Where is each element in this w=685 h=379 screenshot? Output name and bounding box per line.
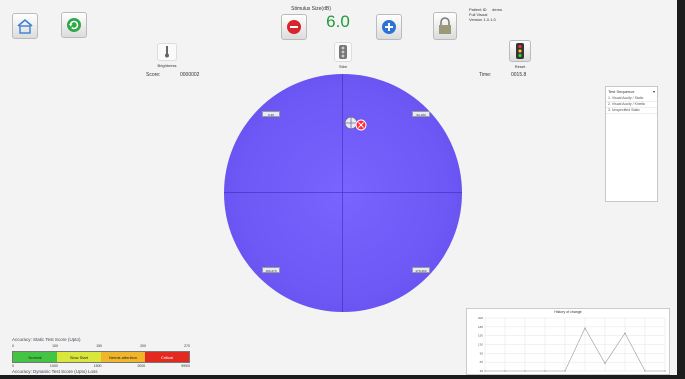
time-label: Time: — [479, 72, 492, 78]
visual-field[interactable]: 0-90 90-180 180-270 270-360 — [224, 74, 462, 312]
history-point — [564, 370, 566, 372]
scale-segment-critical: Critical — [145, 352, 189, 362]
scale-segment-needs-attention: Needs attention — [101, 352, 145, 362]
history-chart-plot: 200 180 150 120 90 60 30 — [478, 316, 666, 373]
lock-icon — [439, 17, 451, 34]
history-point — [504, 370, 506, 372]
vertical-axis — [342, 74, 343, 312]
history-point — [524, 370, 526, 372]
dynamic-test-suffix: (Upto) Loss — [74, 369, 98, 374]
reset-label: Reset — [514, 64, 526, 69]
history-point — [484, 370, 486, 372]
quadrant-label-top-right: 90-180 — [412, 111, 430, 117]
sequence-item[interactable]: 3. Unspecified Static — [606, 108, 657, 114]
patient-id-value: demo — [492, 7, 503, 12]
y-tick-label: 120 — [478, 343, 483, 347]
tick-label: 200 — [140, 344, 146, 348]
time-value: 0015.8 — [511, 72, 527, 78]
refresh-button[interactable] — [61, 12, 87, 38]
tick-label: 0 — [12, 344, 14, 348]
y-tick-label: 150 — [478, 334, 483, 338]
quadrant-label-bottom-right: 270-360 — [412, 267, 430, 273]
dynamic-test-label-text: Accuracy: Dynamic Test Score — [12, 369, 73, 374]
static-test-label-text: Accuracy: Static Test Score — [12, 337, 67, 342]
stim-button[interactable] — [334, 42, 352, 62]
sequence-item[interactable]: 1. Visual Acuity / Static — [606, 96, 657, 102]
y-tick-label: 60 — [480, 360, 484, 364]
patient-line-3: Version 1.0.1.0 — [469, 17, 496, 22]
lock-button[interactable] — [433, 12, 457, 40]
stimulus-dot[interactable] — [355, 119, 367, 131]
window-frame-bottom — [0, 375, 685, 379]
test-sequence-panel[interactable]: Test Sequence ▾ 1. Visual Acuity / Stati… — [605, 86, 658, 202]
y-tick-label: 90 — [480, 351, 484, 355]
history-series-line — [485, 327, 665, 372]
sequence-item[interactable]: 2. Visual Acuity / Kinetic — [606, 102, 657, 108]
tick-label: 0 — [12, 364, 14, 368]
traffic-light-icon — [516, 43, 524, 59]
home-button[interactable] — [12, 13, 38, 39]
brightness-button[interactable] — [157, 43, 177, 61]
static-test-label: Accuracy: Static Test Score (Upto) — [12, 337, 80, 342]
horizontal-axis — [224, 192, 462, 193]
decrease-button[interactable] — [281, 14, 307, 40]
stimulus-size-value: 6.0 — [326, 12, 350, 31]
quadrant-label-bottom-left: 180-270 — [262, 267, 280, 273]
refresh-icon — [67, 18, 81, 32]
history-point — [644, 370, 646, 372]
y-tick-label: 30 — [480, 369, 484, 373]
tick-label: 150 — [96, 344, 102, 348]
brightness-label: Brightness — [157, 63, 177, 68]
reset-button[interactable] — [509, 40, 531, 62]
tick-label: 1500 — [93, 364, 102, 368]
fixation-target — [344, 116, 358, 130]
static-test-bottom-ticks: 0 1000 1500 2000 999/0 — [12, 364, 190, 368]
patient-line-2: Full Visual — [469, 12, 488, 17]
home-icon — [17, 18, 33, 34]
test-sequence-title: Test Sequence ▾ — [606, 87, 657, 96]
stimulus-size-label: Stimulus Size(dB) — [291, 6, 331, 12]
static-test-ticks: 0 100 150 200 270 — [12, 344, 190, 348]
score-value: 0000002 — [180, 72, 200, 78]
history-point — [624, 332, 626, 334]
tick-label: 100 — [52, 344, 58, 348]
tick-label: 999/0 — [181, 364, 190, 368]
chevron-down-icon[interactable]: ▾ — [652, 89, 655, 94]
history-point — [544, 370, 546, 372]
minus-icon — [287, 20, 301, 34]
plus-icon — [382, 20, 396, 34]
stim-label: Stim — [339, 64, 347, 69]
window-frame-right — [677, 0, 685, 379]
tick-label: 2000 — [137, 364, 146, 368]
increase-button[interactable] — [376, 14, 402, 40]
tick-label: 270 — [184, 344, 190, 348]
history-point — [664, 370, 666, 372]
history-chart: History of change 200 180 150 120 90 60 30 — [466, 308, 670, 375]
test-sequence-title-text: Test Sequence — [608, 89, 635, 94]
dynamic-test-label: Accuracy: Dynamic Test Score (Upto) Loss — [12, 369, 97, 374]
y-tick-label: 180 — [478, 325, 483, 329]
patient-id-label: Patient ID — [469, 7, 487, 12]
quadrant-label-top-left: 0-90 — [262, 111, 280, 117]
scale-segment-normal: Normal — [13, 352, 57, 362]
scale-segment-slow-start: Slow Start — [57, 352, 101, 362]
score-label: Score: — [146, 72, 161, 78]
static-score-scale: Normal Slow Start Needs attention Critic… — [12, 351, 190, 363]
y-tick-label: 200 — [478, 316, 483, 320]
static-test-suffix: (Upto) — [67, 337, 81, 342]
history-chart-title: History of change — [554, 310, 582, 314]
tick-label: 1000 — [49, 364, 58, 368]
patient-info: Patient ID demo Full Visual Version 1.0.… — [469, 7, 539, 22]
history-point — [584, 327, 586, 329]
history-point — [604, 362, 606, 365]
traffic-light-icon — [339, 45, 347, 59]
brightness-icon — [165, 46, 169, 58]
